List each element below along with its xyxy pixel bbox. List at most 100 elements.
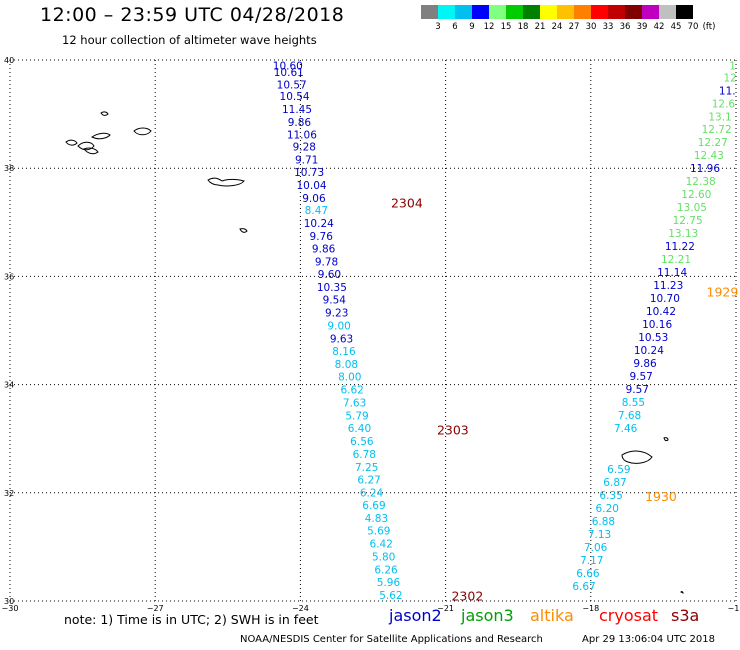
- coastline-island: [680, 591, 684, 594]
- lat-tick-label: 30: [4, 597, 14, 606]
- lon-tick-label: −27: [147, 604, 164, 613]
- legend-cryosat: cryosat: [599, 606, 659, 625]
- coastline-island: [83, 147, 99, 155]
- swh-value: 11.22: [665, 241, 695, 253]
- axis-ticks: 30 32 34 36 38 40 −30 −27 −24 −21 −18 −15: [2, 56, 740, 613]
- swh-value: 12.60: [681, 189, 711, 201]
- swh-value: 9.63: [330, 334, 353, 346]
- swh-value: 11.: [719, 85, 736, 97]
- scale-swatch: [659, 5, 676, 19]
- timestamp: Apr 29 13:06:04 UTC 2018: [582, 634, 715, 645]
- scale-label: 42: [653, 22, 665, 32]
- lon-tick-label: −24: [292, 604, 309, 613]
- swh-value: 9.86: [312, 243, 336, 255]
- swh-value: 5.80: [372, 552, 395, 564]
- scale-label: 33: [602, 22, 614, 32]
- legend-altika: altika: [530, 606, 574, 625]
- lat-tick-label: 34: [4, 381, 14, 390]
- scale-swatch: [506, 5, 523, 19]
- legend-jason2: jason2: [389, 606, 442, 625]
- coastline-island: [65, 139, 78, 146]
- swh-value: 6.35: [599, 490, 622, 502]
- scale-swatch: [523, 5, 540, 19]
- swh-value: 6.66: [576, 568, 600, 580]
- swh-value: 9.76: [310, 231, 334, 243]
- swh-value: 11.45: [282, 104, 312, 116]
- footer-note: note: 1) Time is in UTC; 2) SWH is in fe…: [64, 612, 319, 627]
- swh-value: 6.42: [370, 539, 393, 551]
- swh-value: 12.27: [698, 137, 728, 149]
- scale-label: 21: [534, 22, 546, 32]
- swh-value: 8.08: [335, 359, 358, 371]
- scale-label: 39: [636, 22, 648, 32]
- scale-label: 3: [435, 22, 441, 32]
- swh-value: 9.00: [327, 321, 350, 333]
- swh-value: 10.73: [294, 167, 324, 179]
- swh-value: 10.70: [650, 293, 680, 305]
- track-time-label: 1930: [645, 489, 677, 504]
- scale-swatch: [455, 5, 472, 19]
- map-subtitle: 12 hour collection of altimeter wave hei…: [62, 33, 317, 47]
- swh-value: 5.62: [379, 590, 402, 602]
- swh-value: 12.38: [686, 176, 716, 188]
- swh-value: 10.60: [273, 60, 303, 72]
- swh-value: 10.42: [646, 306, 676, 318]
- swh-value: 6.26: [374, 565, 398, 577]
- swh-color-scale: 3 6 9 12 15 18 21 24 27 30 33 36 39 42 45 70 (ft): [421, 5, 715, 34]
- swh-value: 10.24: [304, 218, 334, 230]
- swh-value: 9.23: [325, 308, 348, 320]
- swh-value: 11.96: [690, 163, 720, 175]
- scale-unit: (ft): [702, 22, 716, 32]
- credit-line: NOAA/NESDIS Center for Satellite Applica…: [240, 634, 543, 645]
- swh-value: 12.21: [661, 254, 691, 266]
- scale-label: 6: [452, 22, 458, 32]
- swh-value: 9.28: [293, 142, 316, 154]
- lat-lon-grid: [9, 59, 737, 602]
- swh-value: 5.96: [377, 577, 401, 589]
- swh-value: 6.78: [353, 449, 376, 461]
- lon-tick-label: −18: [582, 604, 599, 613]
- scale-label: 18: [517, 22, 529, 32]
- swh-value: 10.24: [634, 345, 664, 357]
- scale-label: 36: [619, 22, 631, 32]
- scale-label: 9: [469, 22, 475, 32]
- coastline-island: [207, 177, 245, 187]
- satellite-track: 2302: [451, 589, 483, 604]
- swh-value: 6.69: [362, 500, 385, 512]
- scale-label: 24: [551, 22, 563, 32]
- scale-label: 45: [670, 22, 682, 32]
- scale-labels: 3 6 9 12 15 18 21 24 27 30 33 36 39 42 45 70 (ft): [421, 22, 715, 34]
- swh-value: 10.57: [277, 79, 307, 91]
- swh-value: 9.54: [323, 295, 347, 307]
- track-time-label: 1929: [707, 285, 739, 300]
- swh-value: 6.62: [340, 384, 363, 396]
- swh-value: 9.06: [302, 193, 326, 205]
- swh-value: 1: [729, 60, 736, 72]
- coastline-island: [663, 437, 669, 442]
- satellite-tracks: 10.6010.6110.5710.5411.459.8611.069.289.…: [273, 60, 739, 603]
- swh-value: 12: [724, 72, 737, 84]
- satellite-track: 11211.12.613.112.7212.2712.4311.9612.381…: [614, 60, 738, 434]
- swh-value: 6.87: [603, 477, 626, 489]
- legend-s3a: s3a: [671, 606, 700, 625]
- swh-value: 10.35: [317, 282, 347, 294]
- swh-value: 13.13: [668, 228, 698, 240]
- swh-value: 9.71: [295, 155, 318, 167]
- scale-label: 15: [500, 22, 512, 32]
- swh-value: 9.78: [315, 256, 338, 268]
- swh-value: 7.46: [614, 423, 638, 435]
- swh-value: 5.69: [367, 526, 390, 538]
- swh-value: 10.54: [280, 91, 310, 103]
- swh-value: 10.16: [642, 319, 672, 331]
- swh-value: 9.57: [626, 384, 649, 396]
- scale-swatch: [438, 5, 455, 19]
- scale-label: 70: [687, 22, 699, 32]
- swh-value: 6.67: [572, 581, 595, 593]
- swh-value: 8.47: [305, 205, 328, 217]
- coastline-island: [77, 141, 95, 151]
- coastline-island: [91, 132, 111, 140]
- scale-swatch: [557, 5, 574, 19]
- swh-value: 6.24: [360, 487, 384, 499]
- scale-swatch: [472, 5, 489, 19]
